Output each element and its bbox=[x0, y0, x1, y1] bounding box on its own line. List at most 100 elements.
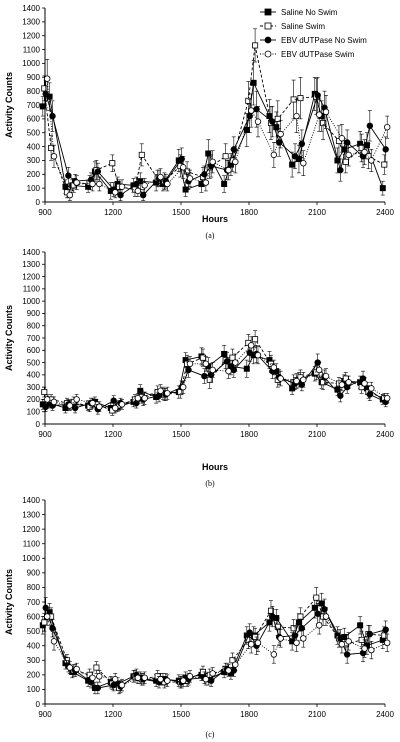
y-tick-label: 300 bbox=[27, 383, 41, 392]
data-point bbox=[298, 625, 306, 632]
data-point bbox=[338, 641, 346, 648]
data-point bbox=[230, 366, 238, 374]
x-tick-label: 900 bbox=[38, 430, 52, 439]
data-point bbox=[277, 375, 284, 382]
data-point bbox=[291, 632, 299, 639]
data-point bbox=[111, 189, 119, 196]
data-point bbox=[368, 385, 375, 392]
x-tick-label: 2100 bbox=[308, 430, 326, 439]
data-point bbox=[269, 118, 276, 125]
data-point bbox=[314, 92, 321, 99]
y-tick-label: 600 bbox=[27, 612, 41, 621]
legend-marker bbox=[264, 8, 272, 16]
data-point bbox=[270, 651, 278, 658]
data-point bbox=[134, 187, 142, 195]
y-axis-title: Activity Counts bbox=[4, 72, 14, 138]
data-point bbox=[89, 399, 96, 407]
data-point bbox=[186, 673, 194, 680]
data-point bbox=[118, 183, 126, 190]
data-point bbox=[117, 191, 124, 199]
data-point bbox=[316, 366, 323, 374]
chart-panel-3: 0 100 200 300 400 500 600 700 800 900 1000 1100 1200… bbox=[4, 496, 394, 739]
y-tick-label: 1200 bbox=[22, 525, 40, 534]
data-point bbox=[41, 389, 48, 396]
data-point bbox=[73, 179, 80, 186]
data-point bbox=[247, 342, 255, 349]
data-point bbox=[270, 151, 278, 159]
legend-label: Saline Swim bbox=[281, 22, 325, 31]
data-point bbox=[293, 639, 300, 646]
y-tick-label: 400 bbox=[27, 142, 41, 151]
data-point bbox=[209, 670, 216, 677]
data-point bbox=[71, 404, 79, 412]
data-point bbox=[243, 365, 250, 372]
data-point bbox=[133, 180, 140, 188]
data-point bbox=[66, 664, 74, 671]
y-tick-label: 1100 bbox=[23, 45, 41, 54]
data-point bbox=[382, 146, 389, 153]
data-point bbox=[293, 377, 300, 385]
data-point bbox=[246, 112, 253, 120]
legend-label: EBV dUTPase No Swim bbox=[281, 36, 367, 45]
data-point bbox=[73, 396, 80, 403]
y-tick-label: 1200 bbox=[22, 272, 40, 281]
data-point bbox=[277, 130, 284, 138]
data-point bbox=[361, 645, 368, 652]
data-point bbox=[222, 153, 229, 160]
data-point bbox=[225, 667, 232, 674]
y-tick-label: 1200 bbox=[22, 32, 40, 41]
y-tick-label: 900 bbox=[27, 309, 41, 318]
data-point bbox=[223, 358, 231, 365]
data-point bbox=[252, 42, 259, 49]
y-tick-label: 200 bbox=[27, 671, 41, 680]
data-point bbox=[318, 600, 325, 607]
data-point bbox=[298, 140, 306, 147]
y-tick-label: 100 bbox=[27, 408, 41, 417]
y-tick-label: 500 bbox=[27, 129, 41, 138]
data-point bbox=[39, 103, 46, 110]
y-tick-label: 500 bbox=[27, 627, 41, 636]
x-axis-title: Hours bbox=[202, 462, 228, 472]
y-tick-label: 200 bbox=[27, 395, 41, 404]
data-point bbox=[290, 625, 297, 632]
data-point bbox=[94, 168, 102, 175]
data-point bbox=[202, 676, 210, 683]
y-tick-label: 1300 bbox=[22, 18, 40, 27]
y-axis-title: Activity Counts bbox=[4, 305, 14, 371]
legend-label: EBV dUTPase Swim bbox=[281, 50, 355, 59]
panel-caption: (b) bbox=[205, 479, 215, 488]
data-point bbox=[50, 398, 58, 406]
data-point bbox=[384, 639, 391, 646]
data-point bbox=[322, 372, 330, 380]
y-tick-label: 0 bbox=[36, 700, 41, 709]
legend-marker bbox=[264, 36, 272, 44]
data-point bbox=[289, 385, 296, 392]
data-point bbox=[93, 664, 100, 671]
data-point bbox=[252, 336, 259, 343]
x-tick-label: 1200 bbox=[104, 430, 122, 439]
data-point bbox=[232, 359, 239, 366]
series-line bbox=[47, 344, 388, 409]
y-tick-label: 200 bbox=[27, 170, 41, 179]
series-ebv-dutpase-swim bbox=[44, 336, 391, 414]
data-point bbox=[273, 124, 280, 131]
legend-marker bbox=[264, 22, 272, 30]
data-point bbox=[141, 395, 148, 402]
data-point bbox=[322, 108, 330, 116]
data-point bbox=[384, 123, 391, 131]
data-point bbox=[275, 139, 283, 146]
y-tick-label: 800 bbox=[27, 322, 41, 331]
data-point bbox=[111, 676, 119, 683]
data-point bbox=[313, 594, 320, 601]
chart-panel-2: 0 100 200 300 400 500 600 700 800 900 1000 1100 1200… bbox=[4, 248, 394, 488]
y-tick-label: 800 bbox=[27, 583, 41, 592]
data-point bbox=[253, 105, 260, 113]
data-point bbox=[361, 380, 368, 387]
data-point bbox=[337, 635, 344, 642]
x-tick-label: 2400 bbox=[376, 208, 394, 217]
data-point bbox=[245, 97, 252, 104]
y-tick-label: 0 bbox=[36, 198, 41, 207]
data-point bbox=[343, 139, 351, 146]
data-point bbox=[338, 381, 346, 388]
data-point bbox=[368, 646, 375, 654]
